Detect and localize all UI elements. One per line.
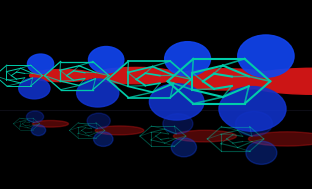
Ellipse shape	[248, 132, 312, 146]
Ellipse shape	[149, 84, 204, 120]
Ellipse shape	[87, 113, 110, 129]
Ellipse shape	[242, 68, 312, 94]
Ellipse shape	[91, 67, 180, 84]
Ellipse shape	[77, 79, 119, 107]
Ellipse shape	[31, 125, 46, 136]
Ellipse shape	[236, 112, 272, 136]
Ellipse shape	[95, 126, 144, 135]
Ellipse shape	[246, 141, 277, 164]
Ellipse shape	[219, 87, 286, 131]
Ellipse shape	[94, 132, 113, 146]
Ellipse shape	[238, 35, 294, 77]
Ellipse shape	[27, 111, 44, 122]
Ellipse shape	[171, 138, 197, 157]
Ellipse shape	[168, 69, 283, 90]
Ellipse shape	[27, 54, 54, 74]
Ellipse shape	[30, 70, 95, 82]
Ellipse shape	[163, 114, 193, 134]
Ellipse shape	[165, 42, 211, 76]
Ellipse shape	[19, 78, 50, 99]
Ellipse shape	[32, 120, 69, 127]
Ellipse shape	[173, 130, 236, 142]
Ellipse shape	[89, 46, 124, 73]
